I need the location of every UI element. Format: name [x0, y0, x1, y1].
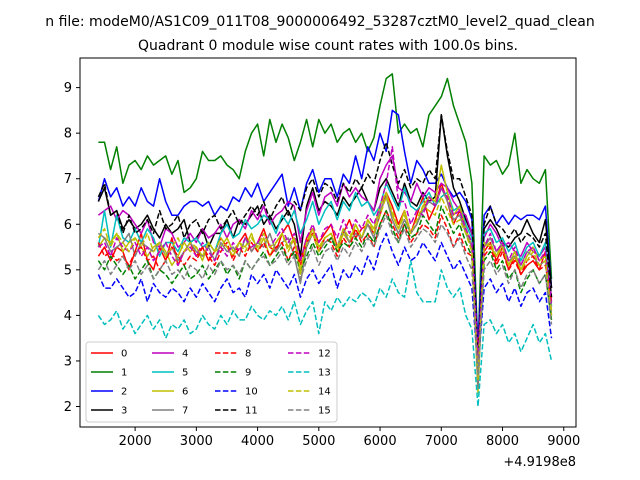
series-line-13	[97, 259, 553, 408]
y-tick-label: 6	[64, 218, 72, 233]
series-layer	[97, 73, 553, 408]
y-tick-label: 9	[64, 81, 72, 96]
y-tick-label: 3	[64, 354, 72, 369]
x-tick-label: 5000	[302, 434, 335, 449]
x-tick-label: 9000	[547, 434, 580, 449]
legend-label-5: 5	[182, 368, 188, 379]
legend-label-1: 1	[121, 368, 127, 379]
plot-frame	[79, 57, 577, 428]
y-tick-label: 8	[64, 127, 72, 142]
x-tick-label: 3000	[180, 434, 213, 449]
legend-label-10: 10	[245, 387, 258, 398]
chart-title: Quadrant 0 module wise count rates with …	[138, 38, 518, 54]
legend-label-9: 9	[245, 368, 251, 379]
legend-label-3: 3	[121, 406, 127, 417]
series-line-12	[97, 146, 553, 362]
x-tick-label: 8000	[486, 434, 519, 449]
x-tick-label: 4000	[241, 434, 274, 449]
legend-label-8: 8	[245, 349, 251, 360]
legend-label-13: 13	[318, 368, 331, 379]
legend-label-15: 15	[318, 406, 331, 417]
legend-label-6: 6	[182, 387, 188, 398]
legend-label-14: 14	[318, 387, 331, 398]
x-tick-label: 2000	[119, 434, 152, 449]
x-tick-label: 7000	[425, 434, 458, 449]
series-line-11	[97, 114, 553, 367]
legend-label-4: 4	[182, 349, 188, 360]
y-axis: 2 3 4 5 6 7 8 9	[64, 81, 80, 415]
legend-box	[85, 341, 338, 423]
y-tick-label: 4	[64, 309, 72, 324]
legend-label-7: 7	[182, 406, 188, 417]
x-offset-label: +4.9198e8	[503, 455, 576, 470]
series-line-9	[97, 205, 553, 362]
chart-suptitle: n file: modeM0/AS1C09_011T08_9000006492_…	[45, 14, 594, 30]
series-line-10	[97, 232, 553, 371]
y-tick-label: 2	[64, 400, 72, 415]
legend-label-0: 0	[121, 349, 127, 360]
legend-label-12: 12	[318, 349, 331, 360]
x-axis: 2000 3000 4000 5000 6000 7000 8000 9000	[119, 427, 580, 449]
series-line-15	[97, 214, 553, 376]
y-tick-label: 5	[64, 263, 72, 278]
legend-label-11: 11	[245, 406, 258, 417]
x-tick-label: 6000	[364, 434, 397, 449]
legend-label-2: 2	[121, 387, 127, 398]
y-tick-label: 7	[64, 172, 72, 187]
